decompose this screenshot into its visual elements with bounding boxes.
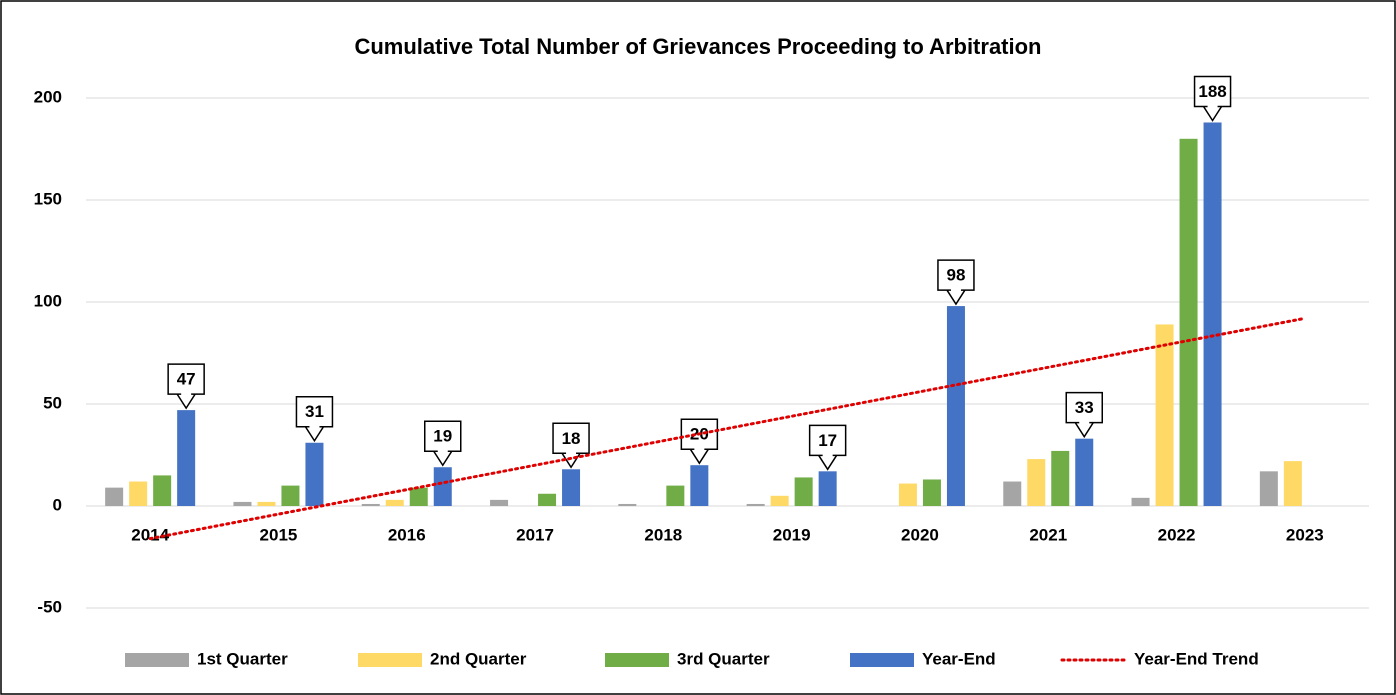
bar	[618, 503, 637, 506]
data-label: 19	[433, 427, 452, 446]
bar	[1051, 450, 1070, 506]
legend-label: 2nd Quarter	[430, 649, 527, 668]
x-tick-label: 2017	[516, 525, 554, 544]
bar	[666, 485, 685, 506]
x-tick-label: 2020	[901, 525, 939, 544]
callout-box	[680, 418, 719, 465]
bar	[770, 495, 789, 506]
y-tick-label: -50	[37, 597, 62, 616]
legend-swatch	[125, 653, 189, 667]
x-tick-label: 2022	[1158, 525, 1196, 544]
bar	[433, 467, 452, 506]
data-label: 18	[562, 429, 581, 448]
data-label: 98	[946, 266, 965, 285]
bar	[281, 485, 300, 506]
trend-line	[148, 316, 1307, 541]
bar	[1131, 497, 1150, 506]
bar	[562, 469, 581, 506]
bar	[129, 481, 148, 506]
callout-box	[424, 420, 462, 467]
data-label: 188	[1198, 82, 1226, 101]
bar	[177, 410, 196, 506]
data-label: 33	[1075, 398, 1094, 417]
bar	[1283, 461, 1302, 506]
legend-label: 3rd Quarter	[677, 649, 770, 668]
chart-title: Cumulative Total Number of Grievances Pr…	[354, 34, 1041, 59]
legend-label: Year-End Trend	[1134, 649, 1259, 668]
x-tick-label: 2014	[131, 525, 169, 544]
bar	[153, 475, 172, 506]
bar	[361, 503, 380, 506]
y-tick-label: 0	[53, 495, 62, 514]
callout-box	[167, 363, 205, 410]
bar	[385, 499, 404, 506]
callout-box	[552, 422, 590, 469]
bar	[257, 501, 276, 506]
bar	[105, 487, 124, 506]
x-tick-label: 2018	[644, 525, 682, 544]
bar	[490, 499, 509, 506]
x-tick-label: 2021	[1029, 525, 1067, 544]
legend-swatch	[605, 653, 669, 667]
y-tick-label: 50	[43, 393, 62, 412]
x-tick-label: 2023	[1286, 525, 1324, 544]
bar	[794, 477, 813, 506]
bar	[305, 442, 324, 506]
x-tick-label: 2019	[773, 525, 811, 544]
bar	[1003, 481, 1022, 506]
bar	[946, 306, 965, 506]
callout-box	[937, 259, 975, 306]
x-tick-label: 2016	[388, 525, 426, 544]
bar	[1155, 324, 1174, 506]
y-tick-label: 100	[34, 291, 62, 310]
bar	[233, 501, 252, 506]
y-tick-label: 150	[34, 189, 62, 208]
callout-box	[295, 396, 334, 443]
bar	[690, 465, 709, 506]
legend-swatch	[850, 653, 914, 667]
bar	[1179, 138, 1198, 507]
callout-box	[1065, 391, 1103, 439]
legend-label: 1st Quarter	[197, 649, 288, 668]
x-tick-label: 2015	[260, 525, 298, 544]
bar	[1027, 459, 1046, 506]
bar	[746, 503, 765, 506]
callout-box	[1193, 75, 1232, 122]
bar	[898, 483, 917, 506]
bar	[409, 487, 428, 506]
data-label: 47	[177, 370, 196, 389]
bar	[818, 471, 837, 506]
legend-label: Year-End	[922, 649, 996, 668]
bar	[1075, 438, 1094, 506]
bar	[1203, 122, 1222, 506]
bar	[1259, 471, 1278, 506]
callout-box	[808, 424, 847, 471]
bar	[922, 479, 941, 506]
bar	[538, 493, 557, 506]
data-label: 17	[818, 431, 837, 450]
data-label: 31	[305, 402, 324, 421]
y-tick-label: 200	[34, 87, 62, 106]
legend-swatch	[358, 653, 422, 667]
